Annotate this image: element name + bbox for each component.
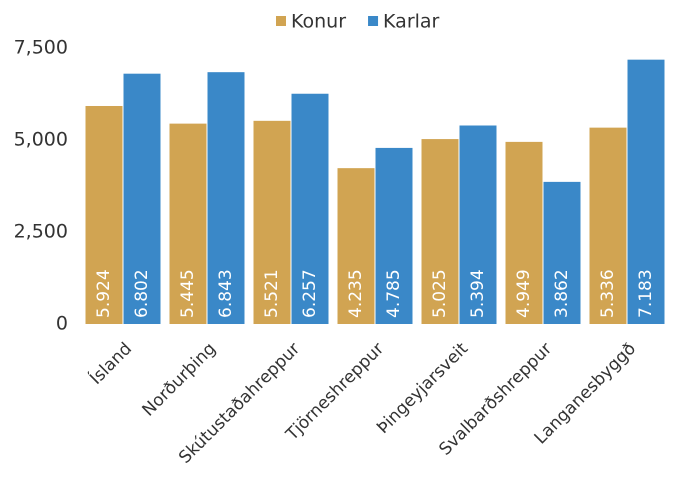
value-label: 5.521 bbox=[262, 269, 282, 318]
value-label: 5.025 bbox=[430, 269, 450, 318]
value-label: 3.862 bbox=[552, 269, 572, 318]
legend-swatch bbox=[368, 16, 379, 26]
value-label: 6.257 bbox=[300, 269, 320, 318]
bar bbox=[123, 73, 161, 324]
bar bbox=[337, 168, 375, 324]
bar bbox=[85, 105, 123, 325]
bar bbox=[207, 72, 245, 324]
bar bbox=[589, 127, 627, 325]
value-label: 6.843 bbox=[216, 269, 236, 318]
bar bbox=[375, 147, 413, 324]
legend-label: Karlar bbox=[383, 11, 440, 33]
bar bbox=[505, 141, 543, 324]
y-tick-label: 5,000 bbox=[14, 129, 68, 151]
bar bbox=[459, 125, 497, 325]
value-label: 4.949 bbox=[514, 269, 534, 318]
bar bbox=[169, 123, 207, 325]
x-tick-label: Ísland bbox=[85, 338, 136, 389]
y-tick-label: 7,500 bbox=[14, 37, 68, 59]
value-label: 5.445 bbox=[178, 269, 198, 318]
y-tick-label: 0 bbox=[56, 313, 68, 335]
value-label: 6.802 bbox=[132, 269, 152, 318]
value-label: 7.183 bbox=[636, 269, 656, 318]
bar bbox=[291, 93, 329, 324]
legend-swatch bbox=[276, 16, 286, 26]
legend-label: Konur bbox=[291, 11, 346, 33]
y-tick-label: 2,500 bbox=[14, 221, 68, 243]
x-tick-label: Norðurþing bbox=[138, 339, 220, 421]
value-label: 5.336 bbox=[598, 269, 618, 318]
bar bbox=[543, 181, 581, 324]
bar bbox=[253, 120, 291, 324]
bar bbox=[421, 139, 459, 324]
value-label: 5.394 bbox=[468, 269, 488, 318]
value-label: 4.785 bbox=[384, 269, 404, 318]
bar bbox=[627, 59, 665, 325]
value-label: 4.235 bbox=[346, 269, 366, 318]
value-label: 5.924 bbox=[94, 269, 114, 318]
